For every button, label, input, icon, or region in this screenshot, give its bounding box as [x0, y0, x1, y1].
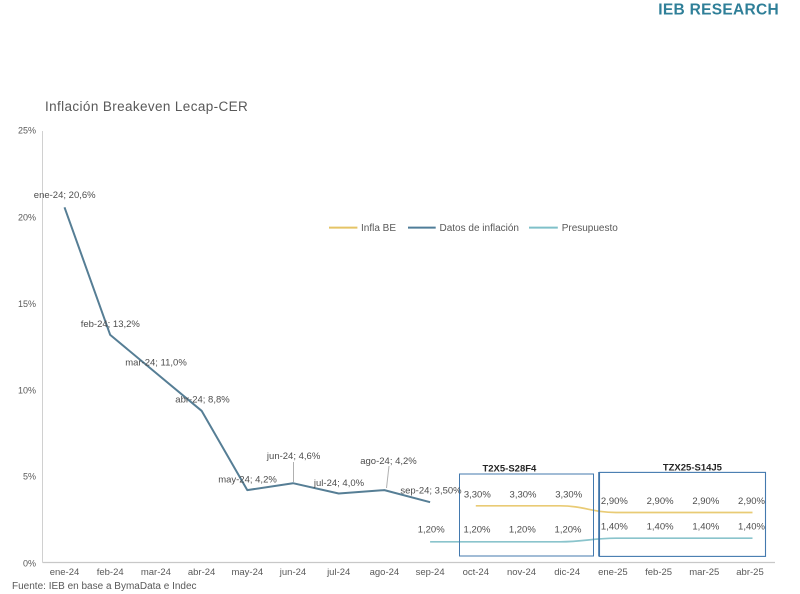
svg-text:20%: 20% — [18, 212, 36, 222]
svg-text:mar-24: mar-24 — [141, 567, 171, 578]
svg-text:nov-24: nov-24 — [507, 567, 536, 578]
svg-text:abr-24: abr-24 — [188, 567, 215, 578]
svg-text:sep-24: sep-24 — [416, 567, 445, 578]
svg-text:1,20%: 1,20% — [555, 525, 582, 536]
svg-text:mar-25: mar-25 — [689, 567, 719, 578]
svg-text:sep-24; 3,50%: sep-24; 3,50% — [400, 486, 462, 497]
svg-text:0%: 0% — [23, 559, 36, 569]
svg-text:2,90%: 2,90% — [692, 496, 719, 507]
svg-text:ago-24: ago-24 — [370, 567, 400, 578]
svg-text:Fuente: IEB en base a BymaData: Fuente: IEB en base a BymaData e Indec — [12, 581, 197, 592]
svg-text:mar-24; 11,0%: mar-24; 11,0% — [125, 358, 187, 369]
svg-text:ago-24; 4,2%: ago-24; 4,2% — [360, 456, 417, 467]
svg-text:ene-24; 20,6%: ene-24; 20,6% — [34, 190, 96, 201]
svg-text:Presupuesto: Presupuesto — [562, 223, 619, 234]
svg-text:Inflación Breakeven Lecap-CER: Inflación Breakeven Lecap-CER — [45, 99, 248, 114]
svg-text:jul-24: jul-24 — [326, 567, 350, 578]
svg-text:may-24; 4,2%: may-24; 4,2% — [218, 475, 277, 486]
svg-text:dic-24: dic-24 — [554, 567, 580, 578]
svg-text:feb-24; 13,2%: feb-24; 13,2% — [81, 319, 141, 330]
svg-text:15%: 15% — [18, 299, 36, 309]
svg-text:T2X5-S28F4: T2X5-S28F4 — [482, 464, 537, 475]
svg-text:3,30%: 3,30% — [555, 490, 582, 501]
svg-text:abr-25: abr-25 — [736, 567, 763, 578]
svg-text:2,90%: 2,90% — [601, 496, 628, 507]
svg-text:5%: 5% — [23, 472, 36, 482]
svg-text:jul-24; 4,0%: jul-24; 4,0% — [313, 478, 365, 489]
svg-text:25%: 25% — [18, 126, 36, 136]
svg-text:2,90%: 2,90% — [647, 496, 674, 507]
svg-text:1,20%: 1,20% — [509, 525, 536, 536]
svg-text:1,40%: 1,40% — [738, 522, 765, 533]
svg-text:feb-24: feb-24 — [97, 567, 124, 578]
svg-text:TZX25-S14J5: TZX25-S14J5 — [663, 463, 723, 474]
svg-text:Infla BE: Infla BE — [361, 223, 396, 234]
svg-text:ene-24: ene-24 — [50, 567, 80, 578]
svg-text:Datos de inflación: Datos de inflación — [440, 223, 520, 234]
svg-text:3,30%: 3,30% — [510, 490, 537, 501]
svg-text:10%: 10% — [18, 386, 36, 396]
svg-text:oct-24: oct-24 — [463, 567, 489, 578]
svg-text:abr-24; 8,8%: abr-24; 8,8% — [175, 395, 230, 406]
svg-text:3,30%: 3,30% — [464, 490, 491, 501]
svg-text:ene-25: ene-25 — [598, 567, 628, 578]
svg-text:jun-24; 4,6%: jun-24; 4,6% — [266, 451, 321, 462]
svg-text:2,90%: 2,90% — [738, 496, 765, 507]
svg-text:1,40%: 1,40% — [692, 522, 719, 533]
svg-text:may-24: may-24 — [231, 567, 263, 578]
svg-text:1,40%: 1,40% — [601, 522, 628, 533]
svg-text:jun-24: jun-24 — [279, 567, 306, 578]
svg-text:IEB RESEARCH: IEB RESEARCH — [658, 2, 779, 19]
svg-text:1,20%: 1,20% — [418, 525, 445, 536]
svg-text:1,40%: 1,40% — [647, 522, 674, 533]
svg-text:feb-25: feb-25 — [645, 567, 672, 578]
svg-text:1,20%: 1,20% — [464, 525, 491, 536]
